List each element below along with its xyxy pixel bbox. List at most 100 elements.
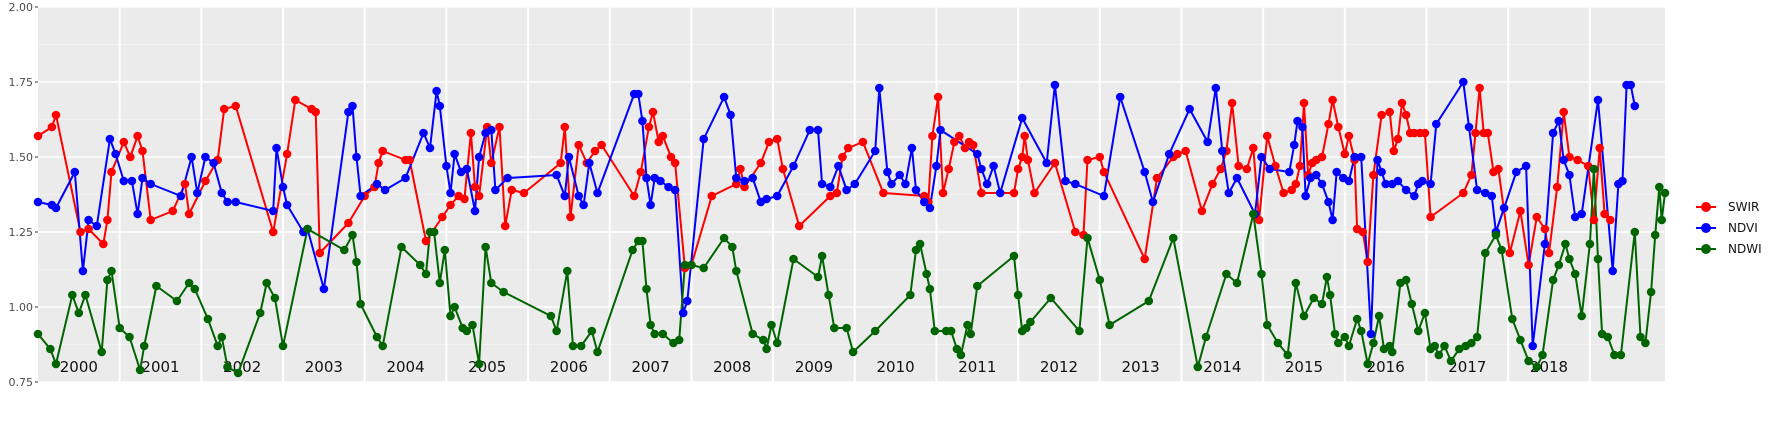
data-point-swir <box>648 107 658 117</box>
data-point-ndwi <box>1330 329 1340 339</box>
data-point-swir <box>1377 110 1386 120</box>
data-point-ndvi <box>748 173 757 183</box>
data-point-ndvi <box>683 296 692 306</box>
data-point-ndwi <box>499 287 508 297</box>
data-point-ndvi <box>732 173 741 183</box>
data-point-ndwi <box>646 320 655 330</box>
y-tick-label: 1.50 <box>9 151 34 164</box>
year-label: 2000 <box>60 358 98 376</box>
year-label: 2006 <box>550 358 588 376</box>
data-point-ndvi <box>1630 101 1640 111</box>
legend-key-point <box>1701 202 1711 212</box>
data-point-ndwi <box>115 323 124 333</box>
data-point-ndwi <box>481 242 490 252</box>
data-point-ndwi <box>680 260 690 270</box>
data-point-swir <box>960 143 970 153</box>
data-point-ndwi <box>223 362 232 372</box>
data-point-swir <box>374 158 383 168</box>
data-point-ndvi <box>146 179 155 189</box>
year-label: 2005 <box>468 358 506 376</box>
data-point-ndwi <box>1616 350 1626 360</box>
data-point-ndvi <box>1061 176 1070 186</box>
data-point-ndwi <box>1317 299 1327 309</box>
data-point-ndwi <box>1593 254 1603 264</box>
data-point-ndwi <box>172 296 182 306</box>
data-point-ndvi <box>805 125 815 135</box>
data-point-ndwi <box>1363 359 1372 369</box>
data-point-swir <box>84 224 93 234</box>
data-point-ndwi <box>1356 326 1366 336</box>
data-point-ndvi <box>977 164 986 174</box>
data-point-ndvi <box>664 182 673 192</box>
data-point-ndwi <box>1407 299 1417 309</box>
data-point-swir <box>1544 248 1554 258</box>
data-point-swir <box>1459 188 1468 198</box>
data-point-ndwi <box>628 245 637 255</box>
data-point-ndwi <box>1532 362 1542 372</box>
data-point-ndvi <box>176 191 186 201</box>
data-point-swir <box>1071 227 1080 237</box>
data-point-ndvi <box>1356 152 1366 162</box>
data-point-swir <box>311 107 321 117</box>
data-point-ndwi <box>552 326 561 336</box>
year-label: 2009 <box>795 358 833 376</box>
data-point-ndwi <box>1636 332 1645 342</box>
data-point-ndvi <box>1401 185 1411 195</box>
data-point-swir <box>1505 248 1515 258</box>
data-point-ndwi <box>1299 311 1309 321</box>
data-point-swir <box>858 137 868 147</box>
data-point-ndwi <box>1257 269 1266 279</box>
data-point-ndwi <box>125 332 134 342</box>
data-point-swir <box>466 128 476 138</box>
data-point-ndvi <box>282 200 292 210</box>
y-tick-label: 1.75 <box>9 76 34 89</box>
data-point-swir <box>772 134 782 144</box>
data-point-swir <box>794 221 804 231</box>
data-point-ndvi <box>1577 209 1586 219</box>
data-point-swir <box>133 131 142 141</box>
data-point-ndvi <box>435 101 445 111</box>
data-point-ndwi <box>440 245 450 255</box>
data-point-swir <box>707 191 717 201</box>
data-point-swir <box>1340 149 1350 159</box>
data-point-ndwi <box>587 326 597 336</box>
data-point-ndwi <box>1524 356 1533 366</box>
data-point-ndvi <box>634 89 643 99</box>
data-point-ndvi <box>1626 80 1635 90</box>
data-point-ndwi <box>1467 338 1476 348</box>
year-label: 2001 <box>141 358 179 376</box>
year-label: 2013 <box>1122 358 1160 376</box>
data-point-ndvi <box>907 143 917 153</box>
data-point-swir <box>1262 131 1272 141</box>
data-point-swir <box>1385 107 1394 117</box>
data-point-swir <box>1363 257 1372 267</box>
data-point-ndvi <box>936 125 945 135</box>
data-point-ndwi <box>963 320 972 330</box>
data-point-ndvi <box>1293 116 1302 126</box>
data-point-swir <box>146 215 155 225</box>
data-point-ndvi <box>585 158 594 168</box>
data-point-ndvi <box>593 188 602 198</box>
data-point-swir <box>438 212 447 222</box>
data-point-ndwi <box>152 281 161 291</box>
data-point-swir <box>556 158 565 168</box>
data-point-swir <box>778 164 788 174</box>
data-point-ndvi <box>462 164 472 174</box>
data-point-ndvi <box>740 176 749 186</box>
data-point-ndvi <box>105 134 115 144</box>
data-point-ndvi <box>1311 170 1321 180</box>
data-point-swir <box>826 191 835 201</box>
data-point-ndwi <box>1430 341 1439 351</box>
data-point-ndwi <box>74 308 84 318</box>
data-point-ndvi <box>817 179 827 189</box>
data-point-ndvi <box>656 176 665 186</box>
data-point-ndwi <box>830 323 839 333</box>
data-point-swir <box>184 209 194 219</box>
data-point-ndwi <box>1508 314 1517 324</box>
data-point-ndvi <box>1559 155 1568 165</box>
data-point-ndvi <box>419 128 428 138</box>
data-point-ndwi <box>1083 233 1092 243</box>
data-point-ndvi <box>1366 329 1376 339</box>
data-point-ndwi <box>1075 326 1084 336</box>
data-point-ndvi <box>92 221 102 231</box>
